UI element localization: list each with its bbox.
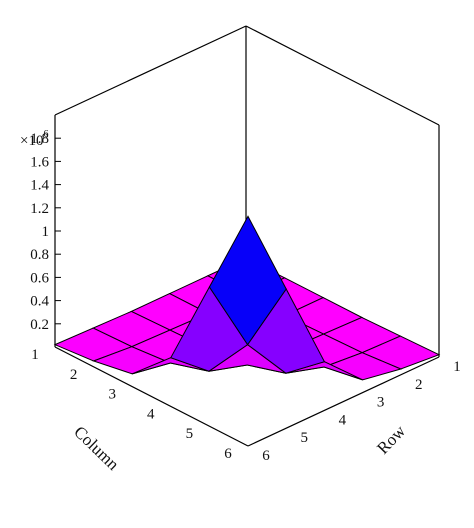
z-tick-label: 1.6 <box>30 154 49 170</box>
column-tick-label: 1 <box>31 347 39 363</box>
row-tick-label: 5 <box>300 430 308 446</box>
y-axis-title: Row <box>373 421 409 458</box>
surface-mesh <box>55 216 439 380</box>
z-tick-label: 0.8 <box>30 247 49 263</box>
z-tick-label: 1.4 <box>30 178 49 194</box>
row-tick-label: 2 <box>415 377 423 393</box>
z-tick-label: 0.2 <box>30 317 49 333</box>
z-tick-label: 1.2 <box>30 201 49 217</box>
row-tick-label: 4 <box>339 412 347 428</box>
column-tick-label: 4 <box>147 406 155 422</box>
row-tick-label: 1 <box>453 359 461 375</box>
z-tick-label: 1 <box>42 224 50 240</box>
x-axis-title: Column <box>70 422 123 474</box>
z-multiplier-exponent: 6 <box>43 129 48 140</box>
column-tick-label: 6 <box>224 446 232 462</box>
box-edge-top-back-left <box>55 26 246 115</box>
row-tick-label: 3 <box>377 395 385 411</box>
column-tick-label: 5 <box>186 426 194 442</box>
box-edge-top-back-right <box>246 26 439 125</box>
z-tick-label: 0.4 <box>30 294 49 310</box>
column-tick-label: 3 <box>108 387 116 403</box>
row-tick-label: 6 <box>262 448 270 464</box>
column-tick-label: 2 <box>70 367 78 383</box>
z-tick-label: 0.6 <box>30 270 49 286</box>
